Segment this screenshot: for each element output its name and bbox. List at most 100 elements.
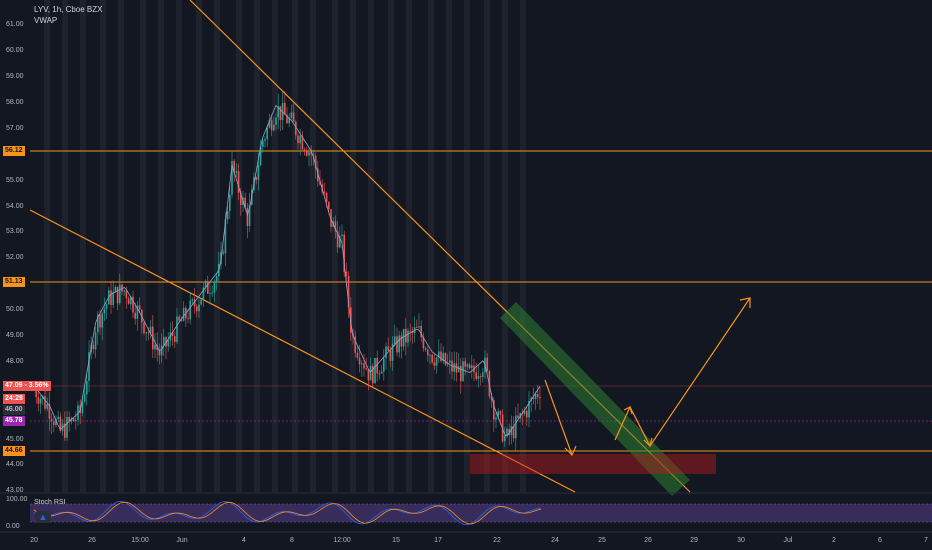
- symbol-title[interactable]: LYV, 1h, Cboe BZX: [34, 5, 103, 14]
- candle-body: [372, 365, 374, 384]
- candle-body: [534, 394, 537, 399]
- candle-body: [398, 335, 400, 353]
- candle-body: [416, 327, 418, 329]
- candle-body: [422, 337, 425, 349]
- candle-body: [231, 160, 233, 195]
- candle-body: [433, 362, 436, 366]
- time-label: 26: [644, 537, 652, 544]
- candle-body: [191, 299, 194, 301]
- candle-body: [145, 332, 147, 334]
- candle-body: [204, 280, 207, 288]
- candle-body: [125, 290, 128, 299]
- candle-body: [301, 135, 304, 150]
- candle-body: [471, 365, 473, 369]
- price-label: 49.00: [6, 332, 24, 339]
- candle-body: [143, 322, 145, 334]
- candle-body: [123, 290, 125, 292]
- price-label: 57.00: [6, 125, 24, 132]
- last-price-tag: 47.09 - 3.56%: [3, 381, 51, 391]
- time-label: 15: [392, 537, 400, 544]
- candle-body: [48, 403, 51, 419]
- candle-body: [515, 415, 517, 439]
- indicator-name-vwap[interactable]: VWAP: [34, 16, 58, 25]
- candle-body: [493, 400, 495, 420]
- candle-body: [400, 335, 403, 347]
- candle-body: [409, 330, 411, 332]
- candle-body: [119, 284, 121, 304]
- candle-body: [132, 296, 134, 313]
- candle-body: [213, 282, 216, 293]
- candle-body: [532, 397, 535, 399]
- candle-body: [523, 410, 526, 414]
- candle-body: [376, 357, 378, 374]
- candle-body: [268, 120, 271, 128]
- price-tag-44: 44.66: [3, 446, 25, 456]
- candle-body: [343, 234, 345, 272]
- candle-body: [226, 210, 229, 220]
- candle-body: [105, 304, 108, 309]
- candle-body: [539, 397, 541, 399]
- candle-body: [334, 221, 337, 232]
- candle-body: [506, 428, 508, 436]
- candle-body: [391, 343, 394, 361]
- candle-body: [374, 357, 376, 384]
- candle-body: [264, 138, 266, 141]
- candle-body: [275, 117, 277, 125]
- price-label: 43.00: [6, 487, 24, 494]
- candle-body: [306, 151, 308, 156]
- candle-body: [127, 298, 130, 305]
- candle-body: [314, 155, 317, 169]
- candle-body: [66, 417, 68, 438]
- candle-body: [297, 135, 299, 144]
- candle-body: [389, 350, 392, 361]
- candle-body: [35, 388, 37, 398]
- candle-body: [209, 293, 211, 294]
- tradingview-logo-icon[interactable]: ▲: [35, 511, 51, 523]
- candle-body: [438, 351, 440, 358]
- candle-body: [116, 286, 119, 304]
- candle-body: [273, 124, 275, 131]
- time-label: 2: [832, 537, 836, 544]
- time-label: 26: [88, 537, 96, 544]
- stoch-rsi-title[interactable]: Stoch RSI: [34, 499, 66, 506]
- candle-body: [468, 364, 471, 369]
- candle-body: [248, 204, 251, 227]
- candle-body: [176, 316, 178, 342]
- candle-body: [475, 372, 477, 379]
- candle-body: [290, 112, 293, 118]
- candle-body: [466, 364, 469, 367]
- candle-body: [37, 397, 40, 404]
- candle-body: [160, 345, 163, 356]
- candle-body: [312, 154, 315, 156]
- price-tag-56: 56.12: [3, 146, 25, 156]
- candle-body: [358, 357, 361, 365]
- candle-body: [165, 337, 167, 347]
- candle-body: [130, 296, 132, 305]
- candle-body: [510, 425, 513, 436]
- candle-body: [418, 326, 420, 328]
- candle-body: [158, 350, 161, 356]
- candle-body: [266, 127, 268, 139]
- candle-body: [317, 168, 319, 182]
- candle-body: [237, 171, 240, 193]
- countdown-tag: 24:28: [3, 394, 25, 404]
- candle-body: [339, 236, 341, 248]
- candle-body: [64, 423, 66, 438]
- candle-body: [103, 308, 106, 314]
- candle-body: [46, 403, 48, 409]
- stoch-label-100: 100.00: [6, 496, 28, 503]
- candle-body: [407, 330, 409, 343]
- candle-body: [196, 306, 198, 312]
- candle-body: [55, 418, 57, 426]
- candle-body: [235, 171, 238, 173]
- candle-body: [279, 106, 282, 121]
- candle-body: [444, 352, 447, 365]
- candle-body: [156, 344, 158, 351]
- candle-body: [508, 428, 510, 436]
- candle-body: [88, 352, 90, 381]
- candle-body: [380, 371, 383, 374]
- candle-body: [526, 410, 528, 418]
- candle-body: [462, 361, 464, 382]
- candle-body: [154, 344, 156, 350]
